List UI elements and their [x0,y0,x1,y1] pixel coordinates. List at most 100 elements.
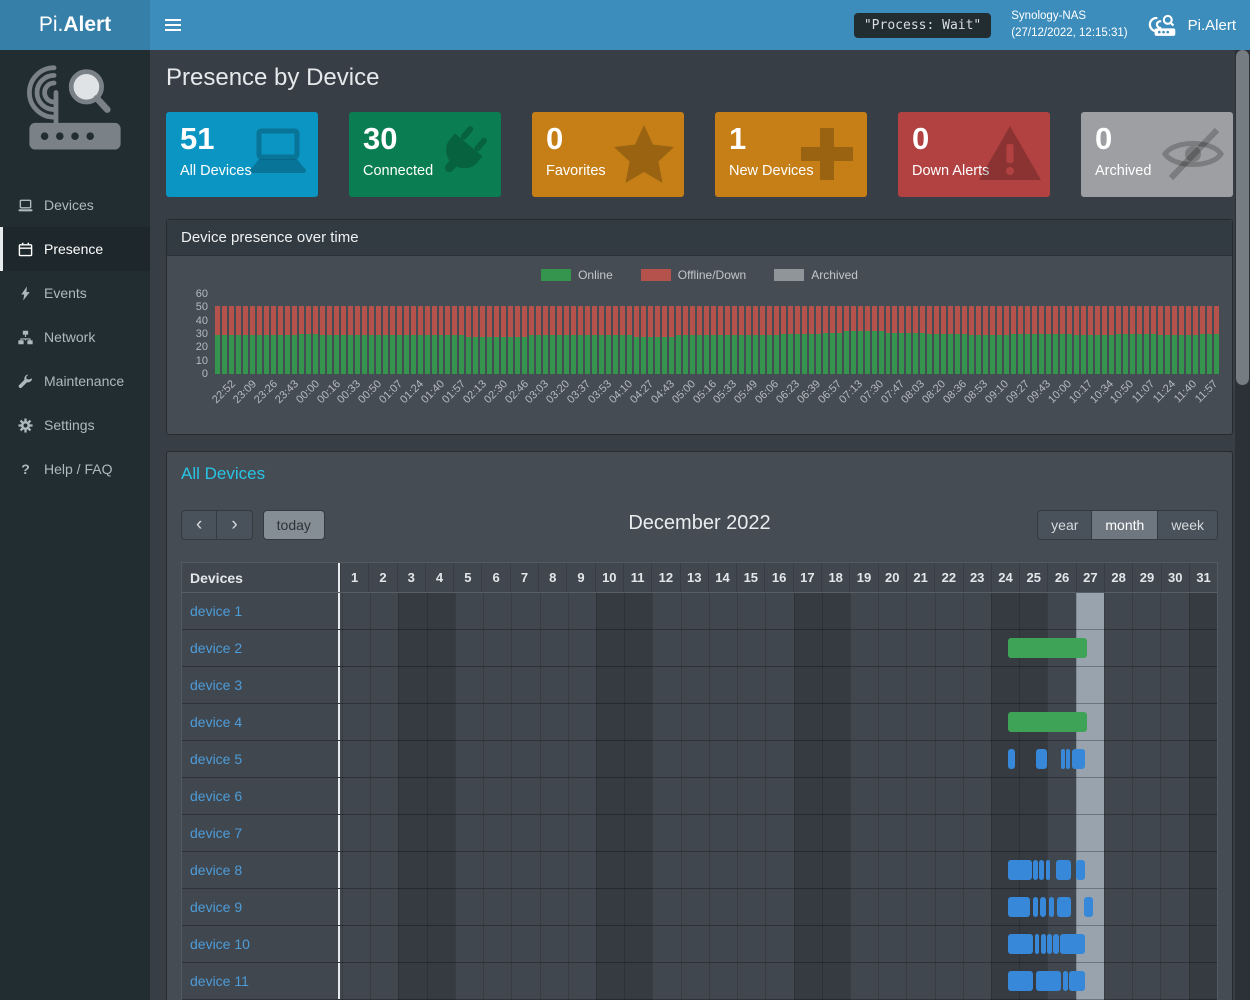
device-link[interactable]: device 7 [190,825,243,841]
device-link[interactable]: device 2 [190,640,243,656]
presence-bar [843,294,849,374]
presence-bar [766,294,772,374]
presence-segment-green[interactable] [1007,712,1087,732]
presence-segment-blue[interactable] [1066,749,1070,769]
day-column [934,593,963,1000]
info-box-down-alerts[interactable]: 0 Down Alerts [898,112,1050,197]
sidebar-item-events[interactable]: Events [0,271,150,315]
sidebar-item-label: Settings [44,417,95,433]
presence-segment-blue[interactable] [1053,934,1059,954]
presence-segment-blue[interactable] [1007,897,1031,917]
today-button[interactable]: today [262,510,325,540]
sidebar-item-settings[interactable]: Settings [0,403,150,447]
presence-segment-blue[interactable] [1040,897,1046,917]
info-box-connected[interactable]: 30 Connected [349,112,501,197]
presence-segment-blue[interactable] [1069,971,1086,991]
eye-slash-icon [1161,122,1225,186]
device-link[interactable]: device 3 [190,677,243,693]
presence-segment-blue[interactable] [1045,860,1051,880]
calendar-month-title: December 2022 [628,512,771,534]
presence-segment-blue[interactable] [1007,860,1032,880]
presence-segment-green[interactable] [1007,638,1087,658]
presence-segment-blue[interactable] [1035,971,1062,991]
presence-segment-blue[interactable] [1007,934,1034,954]
presence-segment-blue[interactable] [1057,897,1072,917]
presence-bar [864,294,870,374]
device-link[interactable]: device 1 [190,603,243,619]
presence-segment-blue[interactable] [1033,897,1039,917]
day-column [737,593,765,1000]
sidebar-item-devices[interactable]: Devices [0,183,150,227]
legend-online: Online [541,268,613,282]
prev-month-button[interactable]: ‹ [181,510,218,540]
navbar-pialert-link[interactable]: Pi.Alert [1148,13,1236,38]
scrollbar-thumb[interactable] [1236,50,1249,385]
presence-bar [1199,294,1205,374]
presence-bar [361,294,367,374]
week-view-button[interactable]: week [1158,510,1218,540]
info-box-label: Archived [1095,163,1152,180]
presence-segment-blue[interactable] [1033,860,1038,880]
info-box-new-devices[interactable]: 1 New Devices [715,112,867,197]
presence-segment-blue[interactable] [1062,971,1068,991]
device-link[interactable]: device 4 [190,714,243,730]
day-header-13: 13 [679,563,708,592]
calendar-view-switcher: year month week [1037,510,1218,540]
day-header-4: 4 [424,563,453,592]
presence-bar [592,294,598,374]
presence-segment-blue[interactable] [1075,860,1086,880]
presence-segment-blue[interactable] [1041,934,1046,954]
info-box-favorites[interactable]: 0 Favorites [532,112,684,197]
presence-bar [745,294,751,374]
sidebar-item-help-faq[interactable]: ? Help / FAQ [0,447,150,491]
y-tick-label: 0 [201,368,208,380]
vertical-scrollbar[interactable] [1235,50,1250,1000]
presence-bar [543,294,549,374]
sidebar-item-maintenance[interactable]: Maintenance [0,359,150,403]
presence-segment-blue[interactable] [1047,934,1053,954]
presence-segment-blue[interactable] [1007,749,1015,769]
presence-bar [585,294,591,374]
info-box-all-devices[interactable]: 51 All Devices [166,112,318,197]
presence-segment-blue[interactable] [1034,934,1040,954]
device-link[interactable]: device 5 [190,751,243,767]
presence-bar [885,294,891,374]
presence-calendar: Devices 1 2 3 4 5 6 7 8 9 10 11 12 13 14 15 16 17 18 19 20 2… [181,562,1218,1000]
presence-bar [1039,294,1045,374]
presence-bar [822,294,828,374]
sidebar-item-network[interactable]: Network [0,315,150,359]
chart-y-axis: 0 10 20 30 40 50 60 [181,288,215,380]
presence-bar [1129,294,1135,374]
presence-segment-blue[interactable] [1072,749,1086,769]
presence-bar [738,294,744,374]
device-link[interactable]: device 9 [190,899,243,915]
presence-segment-blue[interactable] [1007,971,1034,991]
next-month-button[interactable]: › [217,510,253,540]
year-view-button[interactable]: year [1037,510,1093,540]
presence-bar [613,294,619,374]
presence-bar [710,294,716,374]
month-view-button[interactable]: month [1092,510,1159,540]
presence-segment-blue[interactable] [1039,860,1045,880]
presence-segment-blue[interactable] [1084,897,1093,917]
day-column [1132,593,1160,1000]
device-link[interactable]: device 8 [190,862,243,878]
app-logo[interactable]: Pi.Alert [0,0,150,50]
presence-segment-blue[interactable] [1035,749,1048,769]
device-link[interactable]: device 6 [190,788,243,804]
info-box-archived[interactable]: 0 Archived [1081,112,1233,197]
device-link[interactable]: device 11 [190,973,249,989]
presence-bar [1074,294,1080,374]
laptop-icon [18,198,33,213]
presence-segment-blue[interactable] [1061,749,1065,769]
presence-bar [249,294,255,374]
presence-segment-blue[interactable] [1055,860,1072,880]
presence-segment-blue[interactable] [1048,897,1055,917]
sidebar-toggle-button[interactable] [150,0,196,50]
device-link[interactable]: device 10 [190,936,250,952]
sidebar-item-presence[interactable]: Presence [0,227,150,271]
presence-segment-blue[interactable] [1059,934,1086,954]
devices-column-header: Devices [182,563,340,592]
device-row-device-7: device 7 [182,815,1217,852]
presence-bar [1032,294,1038,374]
